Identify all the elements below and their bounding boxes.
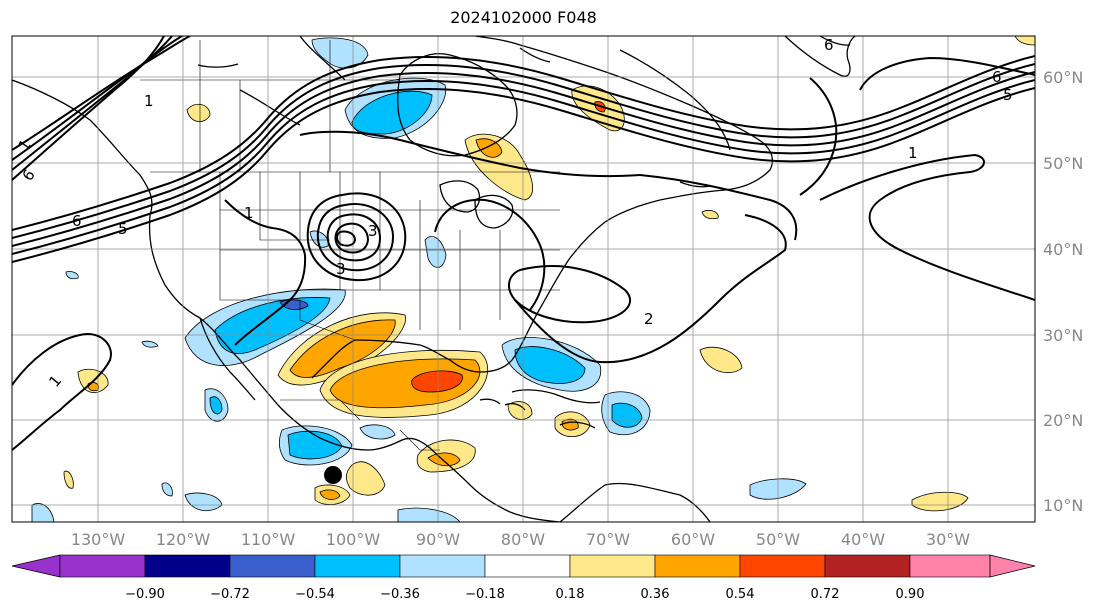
lon-label: 110°W [241,530,296,549]
colorbar-extend-high [989,554,1036,578]
lon-label: 60°W [671,530,715,549]
colorbar-tick-label: 0.72 [811,587,840,602]
longitude-labels: 130°W 120°W 110°W 100°W 90°W 80°W 70°W 6… [71,530,970,549]
colorbar-tick-label: 0.36 [641,587,670,602]
lon-label: 100°W [326,530,381,549]
map-panel: 1 6 6 5 1 6 5 1 2 1 6 1 3 3 [12,36,1035,522]
lon-label: 40°W [841,530,885,549]
contour-label: 1 [144,92,154,110]
latitude-labels: 60°N 50°N 40°N 30°N 20°N 10°N [1043,68,1083,515]
map-title: 2024102000 F048 [450,8,597,27]
lon-label: 50°W [756,530,800,549]
colorbar-tick-label: −0.36 [380,587,420,602]
lon-label: 130°W [71,530,126,549]
colorbar-tick-label: −0.18 [465,587,505,602]
lon-label: 80°W [501,530,545,549]
contour-label: 2 [644,310,654,328]
anomaly-fill [31,36,1035,522]
colorbar: −0.90 −0.72 −0.54 −0.36 −0.18 0.18 0.36 … [11,554,1036,602]
colorbar-tick-label: 0.90 [896,587,925,602]
lat-label: 30°N [1043,326,1083,345]
contour-label: 5 [1003,86,1013,104]
contour-label: 1 [908,144,918,162]
lon-label: 30°W [926,530,970,549]
colorbar-tick-label: 0.18 [556,587,585,602]
colorbar-tick-label: −0.72 [210,587,250,602]
colorbar-swatch [484,554,571,578]
lat-label: 10°N [1043,496,1083,515]
lat-label: 60°N [1043,68,1083,87]
lat-label: 50°N [1043,154,1083,173]
contour-lines [12,36,1035,451]
colorbar-swatch [399,554,486,578]
contour-label: 5 [118,220,128,238]
contour-label: 6 [824,36,834,54]
lon-label: 70°W [586,530,630,549]
contour-label: 6 [992,68,1002,86]
contour-label: 1 [244,204,254,222]
colorbar-tick-label: −0.90 [125,587,165,602]
colorbar-swatch [824,554,911,578]
colorbar-extend-low [11,554,61,578]
lon-label: 120°W [156,530,211,549]
colorbar-swatch [909,554,991,578]
colorbar-tick-label: 0.54 [726,587,755,602]
borders [140,40,560,451]
lat-label: 40°N [1043,240,1083,259]
colorbar-tick-label: −0.54 [295,587,335,602]
colorbar-swatch [569,554,656,578]
lat-label: 20°N [1043,411,1083,430]
contour-label: 3 [336,260,346,278]
lon-label: 90°W [416,530,460,549]
colorbar-swatch [314,554,401,578]
storm-marker-dot [324,466,342,484]
contour-label: 3 [368,222,378,240]
colorbar-swatch [144,554,231,578]
colorbar-swatch [739,554,826,578]
contour-label: 6 [72,212,82,230]
map-frame [11,35,1036,523]
colorbar-swatch [229,554,316,578]
colorbar-swatch [654,554,741,578]
colorbar-swatch [59,554,146,578]
